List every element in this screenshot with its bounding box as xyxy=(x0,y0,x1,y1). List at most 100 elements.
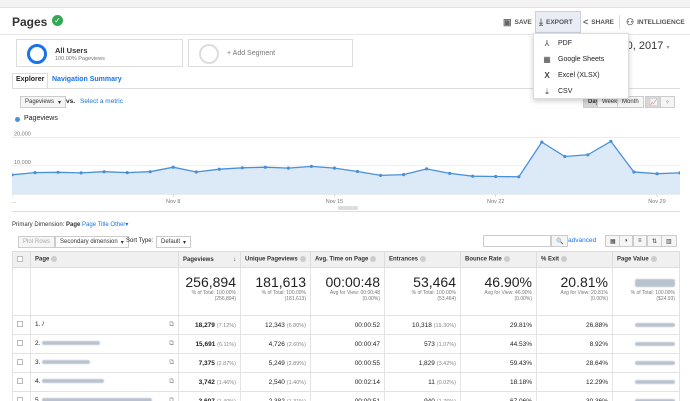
redacted-page-path xyxy=(42,341,101,346)
export-sheets-label: Google Sheets xyxy=(558,56,605,63)
comparison-view-icon[interactable]: ⇅ xyxy=(647,235,663,247)
line-chart-toggle-icon[interactable]: 📈 xyxy=(645,96,663,108)
data-point xyxy=(678,171,680,175)
select-all-checkbox[interactable] xyxy=(17,255,23,262)
intelligence-button[interactable]: ⚇ INTELLIGENCE xyxy=(626,12,685,32)
open-page-icon[interactable]: ⧉ xyxy=(169,397,174,401)
table-row[interactable]: 5. ⧉3,607 (1.40%)2,382 (1.31%)00:00:5194… xyxy=(12,391,680,401)
table-row[interactable]: 2. ⧉ 15,691 (6.11%) 4,726 (2.60%) 00:00:47 5… xyxy=(12,334,680,354)
table-row[interactable]: 3. ⧉ 7,375 (2.87%) 5,249 (2.89%) 00:00:55 1,… xyxy=(12,353,680,373)
header-pageviews[interactable]: Pageviews ↓ xyxy=(178,251,241,268)
header-entrances[interactable]: Entrances xyxy=(384,251,461,268)
dimension-other[interactable]: Other xyxy=(110,222,126,228)
header-avg-time[interactable]: Avg. Time on Page xyxy=(310,251,385,268)
browser-top-strip xyxy=(0,0,690,8)
entrances-cell: 940 (1.76%) xyxy=(384,391,461,401)
performance-view-icon[interactable]: ≡ xyxy=(633,235,647,247)
redacted-value xyxy=(635,398,675,401)
table-search-input[interactable] xyxy=(483,235,551,247)
total-page-value: % of Total: 100.00% ($24.93) xyxy=(612,267,680,316)
header-select-all[interactable] xyxy=(12,251,31,268)
open-page-icon[interactable]: ⧉ xyxy=(169,340,174,347)
row-number: 3. xyxy=(35,359,41,366)
search-icon[interactable]: 🔍 xyxy=(551,235,569,247)
csv-icon: ⤓ xyxy=(545,86,549,96)
data-point xyxy=(263,165,267,169)
sort-type-value: Default xyxy=(161,239,181,245)
row-checkbox-cell[interactable] xyxy=(12,315,31,335)
sort-type-chevron-icon: ▾ xyxy=(183,239,187,246)
table-row[interactable]: 1. / ⧉ 18,279 (7.12%) 12,343 (6.80%) 00:00:5… xyxy=(12,315,680,335)
row-checkbox[interactable] xyxy=(17,378,23,384)
open-page-icon[interactable]: ⧉ xyxy=(169,378,174,385)
export-excel-label: Excel (XLSX) xyxy=(558,72,600,79)
avg-time-cell: 00:00:52 xyxy=(310,315,385,335)
redacted-page-path xyxy=(42,379,105,384)
row-checkbox-cell[interactable] xyxy=(12,334,31,354)
row-checkbox[interactable] xyxy=(17,397,23,401)
open-page-icon[interactable]: ⧉ xyxy=(169,321,174,328)
granularity-month-button[interactable]: Month xyxy=(617,96,644,108)
export-pdf[interactable]: ⅄ PDF xyxy=(534,36,630,51)
entrances-cell: 1,829 (3.42%) xyxy=(384,353,461,373)
plot-rows-button[interactable]: Plot Rows xyxy=(18,236,56,248)
data-point xyxy=(148,170,152,174)
advanced-filter-link[interactable]: advanced xyxy=(568,237,597,244)
export-excel[interactable]: X Excel (XLSX) xyxy=(534,68,630,83)
row-checkbox-cell[interactable] xyxy=(12,391,31,401)
row-number: 1. xyxy=(35,321,41,328)
series-area xyxy=(12,141,680,194)
add-segment-button[interactable]: + Add Segment xyxy=(188,39,353,67)
tab-navigation-summary[interactable]: Navigation Summary xyxy=(52,76,122,83)
header-page[interactable]: Page xyxy=(30,251,179,268)
header-bounce-rate[interactable]: Bounce Rate xyxy=(460,251,537,268)
segment-all-users[interactable]: All Users 100.00% Pageviews xyxy=(16,39,183,67)
row-checkbox[interactable] xyxy=(17,359,23,365)
dimension-page[interactable]: Page xyxy=(66,222,81,228)
excel-icon: X xyxy=(544,71,550,80)
data-point xyxy=(56,170,60,174)
tab-explorer[interactable]: Explorer xyxy=(16,76,45,83)
page-value-cell xyxy=(612,372,680,392)
export-label: EXPORT xyxy=(545,18,573,26)
vs-label: vs. xyxy=(66,98,76,105)
pageviews-cell: 3,742 (1.46%) xyxy=(178,372,241,392)
export-google-sheets[interactable]: ▦ Google Sheets xyxy=(534,52,630,67)
header-unique-pageviews[interactable]: Unique Pageviews xyxy=(240,251,311,268)
header-page-value[interactable]: Page Value xyxy=(612,251,680,268)
motion-chart-toggle-icon[interactable]: ⁘ xyxy=(660,96,676,108)
pie-view-icon[interactable]: ◑ xyxy=(619,235,633,247)
export-button[interactable] xyxy=(535,11,581,33)
sort-type-select[interactable]: Default ▾ xyxy=(156,236,192,248)
row-checkbox-cell[interactable] xyxy=(12,372,31,392)
data-point xyxy=(402,173,406,177)
dimension-page-title[interactable]: Page Title xyxy=(82,222,109,228)
open-page-icon[interactable]: ⧉ xyxy=(169,359,174,366)
share-button[interactable]: < SHARE xyxy=(583,12,614,32)
table-row[interactable]: 4. ⧉ 3,742 (1.46%) 2,540 (1.40%) 00:02:14 11… xyxy=(12,372,680,392)
y-tick-label: 10,000 xyxy=(14,160,31,166)
row-checkbox[interactable] xyxy=(17,321,23,327)
data-point xyxy=(632,170,636,174)
export-csv[interactable]: ⤓ CSV xyxy=(534,84,630,99)
row-checkbox[interactable] xyxy=(17,340,23,346)
secondary-dimension-select[interactable]: Secondary dimension ▾ xyxy=(55,236,129,248)
save-button[interactable]: ▣ SAVE xyxy=(503,12,532,32)
header-entrances-label: Entrances xyxy=(389,256,419,263)
row-checkbox-cell[interactable] xyxy=(12,353,31,373)
page-cell: 1. / ⧉ xyxy=(30,315,179,335)
data-point xyxy=(609,139,613,143)
exit-cell: 30.36% xyxy=(536,391,613,401)
select-metric-link[interactable]: Select a metric xyxy=(80,98,123,105)
bounce-rate-cell: 44.53% xyxy=(460,334,537,354)
legend-series-label: Pageviews xyxy=(24,115,58,122)
chart-resize-handle[interactable] xyxy=(338,206,358,210)
header-exit[interactable]: % Exit xyxy=(536,251,613,268)
entrances-cell: 11 (0.02%) xyxy=(384,372,461,392)
page-path[interactable]: / xyxy=(42,321,45,328)
total-avg-time: 00:00:48 Avg for View: 00:00:48 (0.00%) xyxy=(310,267,385,316)
export-menu: ⅄ PDF ▦ Google Sheets X Excel (XLSX) ⤓ CSV xyxy=(533,33,629,99)
metric-select[interactable]: Pageviews ▾ xyxy=(20,96,67,108)
pivot-view-icon[interactable]: ▥ xyxy=(661,235,677,247)
redacted-page-path xyxy=(42,398,153,401)
